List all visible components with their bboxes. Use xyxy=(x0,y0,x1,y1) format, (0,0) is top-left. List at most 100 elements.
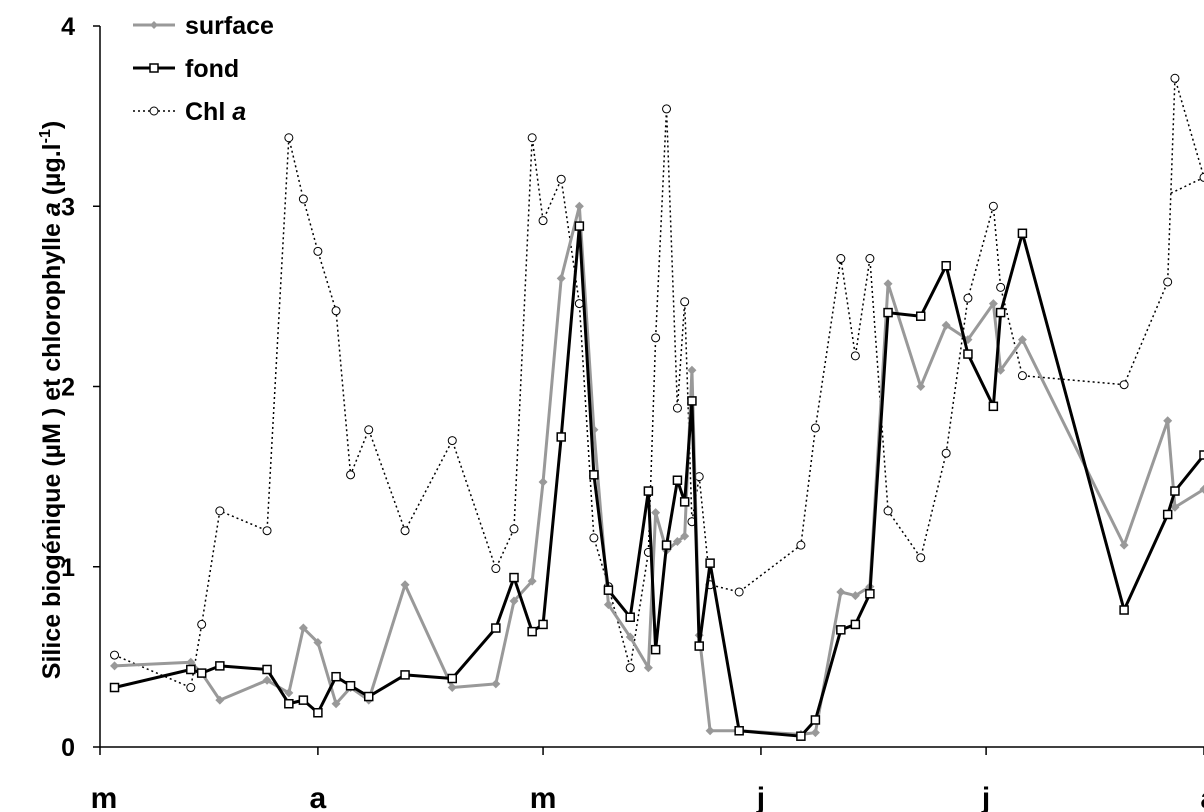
point-chl-0 xyxy=(110,650,120,660)
point-surface-36 xyxy=(883,279,893,289)
legend: surface fond Chl a xyxy=(133,12,274,126)
x-month-label-5: a xyxy=(1200,782,1204,812)
point-surface-22 xyxy=(643,663,653,673)
point-fond-22 xyxy=(643,486,654,496)
point-chl-12 xyxy=(447,436,457,446)
point-chl-19 xyxy=(589,533,599,543)
point-chl-3 xyxy=(215,506,225,516)
point-fond-45 xyxy=(1170,486,1180,496)
point-fond-14 xyxy=(509,572,519,583)
point-chl-39 xyxy=(963,293,973,303)
point-chl-21 xyxy=(625,663,635,673)
y-tick-label-3: 3 xyxy=(61,193,75,221)
series-line-1 xyxy=(114,224,1204,738)
point-surface-41 xyxy=(996,365,1006,375)
point-surface-34 xyxy=(850,591,860,601)
point-chl-31 xyxy=(796,540,806,550)
point-fond-24 xyxy=(661,540,672,550)
series-surface xyxy=(110,201,1204,739)
point-fond-46 xyxy=(1199,450,1204,460)
point-surface-29 xyxy=(705,726,715,736)
series-line-0 xyxy=(114,204,1204,736)
point-surface-0 xyxy=(110,661,120,671)
legend-item-surface: surface xyxy=(133,12,274,40)
y-axis-title-space2 xyxy=(38,195,66,202)
point-surface-7 xyxy=(313,637,323,647)
x-month-label-0: m xyxy=(91,782,118,812)
point-chl-23 xyxy=(651,333,661,343)
point-fond-15 xyxy=(527,626,537,637)
point-surface-23 xyxy=(651,508,661,518)
point-fond-12 xyxy=(447,673,458,684)
y-tick-label-4: 4 xyxy=(61,13,75,41)
point-chl-5 xyxy=(284,133,294,143)
point-fond-19 xyxy=(589,470,599,480)
legend-marker-fond xyxy=(149,63,159,73)
point-surface-8 xyxy=(331,699,341,709)
point-surface-27 xyxy=(687,365,697,375)
point-fond-6 xyxy=(298,695,309,705)
x-month-label-1: a xyxy=(310,782,327,812)
tick-layer: 0 1 2 3 4 m a m j j a xyxy=(61,13,1204,812)
point-fond-35 xyxy=(865,589,875,599)
point-surface-42 xyxy=(1017,335,1027,345)
point-fond-17 xyxy=(556,432,566,442)
point-chl-35 xyxy=(865,254,875,264)
series-layer xyxy=(109,73,1204,741)
point-fond-30 xyxy=(734,726,744,736)
point-fond-0 xyxy=(109,682,120,693)
point-chl-45 xyxy=(1170,73,1180,83)
series-fond xyxy=(109,221,1204,741)
point-surface-38 xyxy=(941,320,951,330)
point-surface-46 xyxy=(1199,484,1204,494)
point-fond-2 xyxy=(196,668,207,678)
axes-layer xyxy=(99,26,1204,748)
legend-item-fond: fond xyxy=(133,55,239,83)
point-chl-40 xyxy=(988,201,998,211)
point-fond-41 xyxy=(995,307,1006,318)
point-fond-37 xyxy=(915,311,926,321)
point-fond-20 xyxy=(603,585,614,595)
point-chl-2 xyxy=(197,619,207,629)
point-chl-24 xyxy=(662,104,672,114)
point-fond-33 xyxy=(836,625,846,635)
point-surface-5 xyxy=(284,688,294,698)
point-chl-18 xyxy=(574,299,584,309)
point-chl-42 xyxy=(1017,371,1027,381)
point-fond-38 xyxy=(941,260,951,271)
y-tick-label-2: 2 xyxy=(61,374,75,402)
point-chl-16 xyxy=(538,216,548,226)
y-tick-label-1: 1 xyxy=(61,554,75,582)
point-fond-10 xyxy=(363,691,374,702)
point-surface-20 xyxy=(603,600,613,610)
point-chl-46 xyxy=(1199,172,1204,182)
point-fond-1 xyxy=(186,664,196,675)
series-chl-a xyxy=(110,73,1204,693)
point-chl-13 xyxy=(491,564,501,574)
point-surface-1 xyxy=(186,657,196,667)
point-surface-32 xyxy=(810,728,820,738)
point-surface-11 xyxy=(400,580,410,590)
point-fond-25 xyxy=(672,475,683,485)
point-chl-32 xyxy=(810,423,820,433)
legend-label-chl-italic: a xyxy=(232,98,246,126)
point-fond-28 xyxy=(694,641,704,651)
point-fond-21 xyxy=(625,612,635,622)
point-chl-11 xyxy=(400,526,410,536)
point-fond-43 xyxy=(1119,605,1129,615)
x-month-label-4: j xyxy=(981,782,990,812)
point-chl-9 xyxy=(346,470,356,480)
y-axis-title: Silice biogénique (µM ) et chlorophylle … xyxy=(37,121,66,679)
point-chl-8 xyxy=(331,306,341,316)
point-chl-6 xyxy=(298,194,308,204)
point-fond-13 xyxy=(491,623,501,633)
legend-item-chl: Chl a xyxy=(133,98,246,126)
point-fond-39 xyxy=(963,349,973,359)
y-axis-title-unit: (µg.l xyxy=(38,143,66,195)
point-fond-42 xyxy=(1017,228,1028,239)
point-chl-14 xyxy=(509,524,519,534)
point-surface-16 xyxy=(538,477,548,487)
point-fond-32 xyxy=(810,715,821,725)
